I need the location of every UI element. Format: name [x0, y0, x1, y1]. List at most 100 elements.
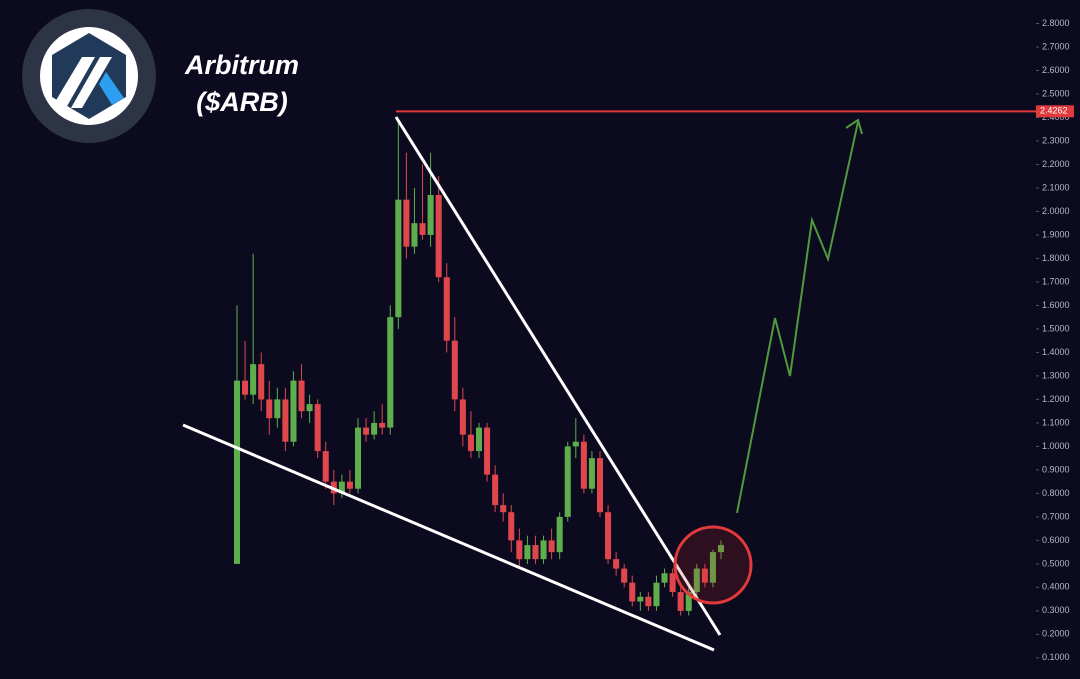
candle-body	[435, 195, 442, 278]
candle-body	[637, 596, 644, 602]
candle-body	[709, 552, 716, 583]
chart-title: Arbitrum	[184, 50, 299, 80]
candle-body	[661, 573, 668, 583]
candle-body	[306, 404, 313, 412]
y-tick-label: 1.1000	[1042, 417, 1070, 427]
y-tick-label: 2.3000	[1042, 135, 1070, 145]
y-tick-label: 0.2000	[1042, 629, 1070, 639]
candle-body	[540, 540, 547, 560]
candle-body	[717, 545, 725, 553]
y-tick-label: 2.1000	[1042, 182, 1070, 192]
candle-body	[363, 427, 370, 435]
candle-body	[564, 446, 571, 517]
y-tick-label: 1.2000	[1042, 394, 1070, 404]
projection-arrow	[736, 121, 859, 514]
y-tick-label: 2.0000	[1042, 206, 1070, 216]
candle-body	[233, 380, 241, 564]
y-tick-label: 0.4000	[1042, 582, 1070, 592]
candle-body	[572, 441, 579, 447]
candle-body	[443, 277, 450, 341]
y-tick-label: 2.8000	[1042, 18, 1070, 28]
y-tick-label: 1.0000	[1042, 441, 1070, 451]
y-tick-label: 2.7000	[1042, 41, 1070, 51]
candle-body	[290, 380, 297, 442]
candle-body	[629, 582, 636, 602]
price-label: 2.4262	[1040, 106, 1068, 116]
y-tick-label: 0.3000	[1042, 605, 1070, 615]
y-tick-label: 1.4000	[1042, 347, 1070, 357]
candle-body	[427, 195, 434, 235]
candle-body	[354, 427, 362, 489]
y-tick-label: 0.1000	[1042, 652, 1070, 662]
candle-body	[653, 582, 660, 607]
candle-body	[338, 481, 345, 494]
candle-body	[685, 592, 692, 611]
candle-body	[346, 481, 353, 489]
candles	[233, 122, 725, 616]
candle-body	[500, 505, 507, 513]
candle-body	[266, 399, 273, 419]
candle-body	[395, 199, 402, 318]
price-label-box	[1036, 105, 1074, 118]
candle-body	[451, 340, 458, 400]
support-trendline	[182, 423, 715, 652]
candle-body	[250, 364, 257, 395]
chart-subtitle: ($ARB)	[196, 87, 288, 117]
y-tick-label: 2.5000	[1042, 88, 1070, 98]
candle-body	[274, 399, 281, 419]
candle-body	[693, 568, 700, 593]
candle-body	[605, 512, 612, 560]
y-tick-label: 1.3000	[1042, 370, 1070, 380]
candle-body	[588, 458, 595, 489]
candle-body	[645, 596, 652, 607]
candle-body	[580, 441, 587, 489]
y-tick-label: 0.9000	[1042, 464, 1070, 474]
candle-body	[411, 223, 418, 247]
y-tick-label: 1.6000	[1042, 300, 1070, 310]
annotations	[182, 116, 863, 652]
breakout-circle	[673, 525, 753, 605]
candle-body	[669, 573, 676, 593]
candle-body	[516, 540, 523, 560]
y-axis: 0.1000 0.2000 0.3000 0.4000 0.5000 0.6000 0.70…	[1036, 18, 1070, 662]
logo	[22, 9, 156, 143]
candle-body	[242, 380, 249, 395]
candle-body	[621, 568, 628, 583]
arrow-head	[845, 118, 863, 135]
candle-body	[556, 516, 563, 553]
candle-body	[677, 592, 684, 611]
candle-body	[282, 399, 289, 442]
candle-body	[419, 223, 426, 235]
y-tick-label: 1.5000	[1042, 323, 1070, 333]
y-tick-label: 1.7000	[1042, 276, 1070, 286]
y-tick-label: 0.6000	[1042, 535, 1070, 545]
candle-body	[532, 545, 539, 560]
candle-body	[524, 545, 531, 560]
resistance-trendline	[394, 116, 722, 636]
candle-body	[475, 427, 483, 452]
price-line: 2.4262	[396, 105, 1074, 118]
candle-body	[258, 364, 265, 400]
candle-body	[403, 199, 410, 247]
y-tick-label: 0.7000	[1042, 511, 1070, 521]
y-tick-label: 1.9000	[1042, 229, 1070, 239]
candle-body	[613, 559, 620, 569]
candle-body	[492, 474, 499, 506]
candle-body	[459, 399, 466, 435]
candle-body	[596, 458, 604, 513]
candle-body	[298, 380, 305, 412]
candle-body	[508, 512, 515, 541]
candle-body	[314, 404, 321, 452]
candle-body	[379, 422, 386, 428]
y-tick-label: 0.8000	[1042, 488, 1070, 498]
candle-body	[371, 422, 378, 435]
candle-body	[467, 434, 474, 452]
y-tick-label: 1.8000	[1042, 253, 1070, 263]
candle-body	[322, 451, 329, 482]
y-tick-label: 2.2000	[1042, 159, 1070, 169]
y-tick-label: 2.6000	[1042, 65, 1070, 75]
candle-body	[387, 317, 394, 428]
candle-body	[701, 568, 708, 583]
